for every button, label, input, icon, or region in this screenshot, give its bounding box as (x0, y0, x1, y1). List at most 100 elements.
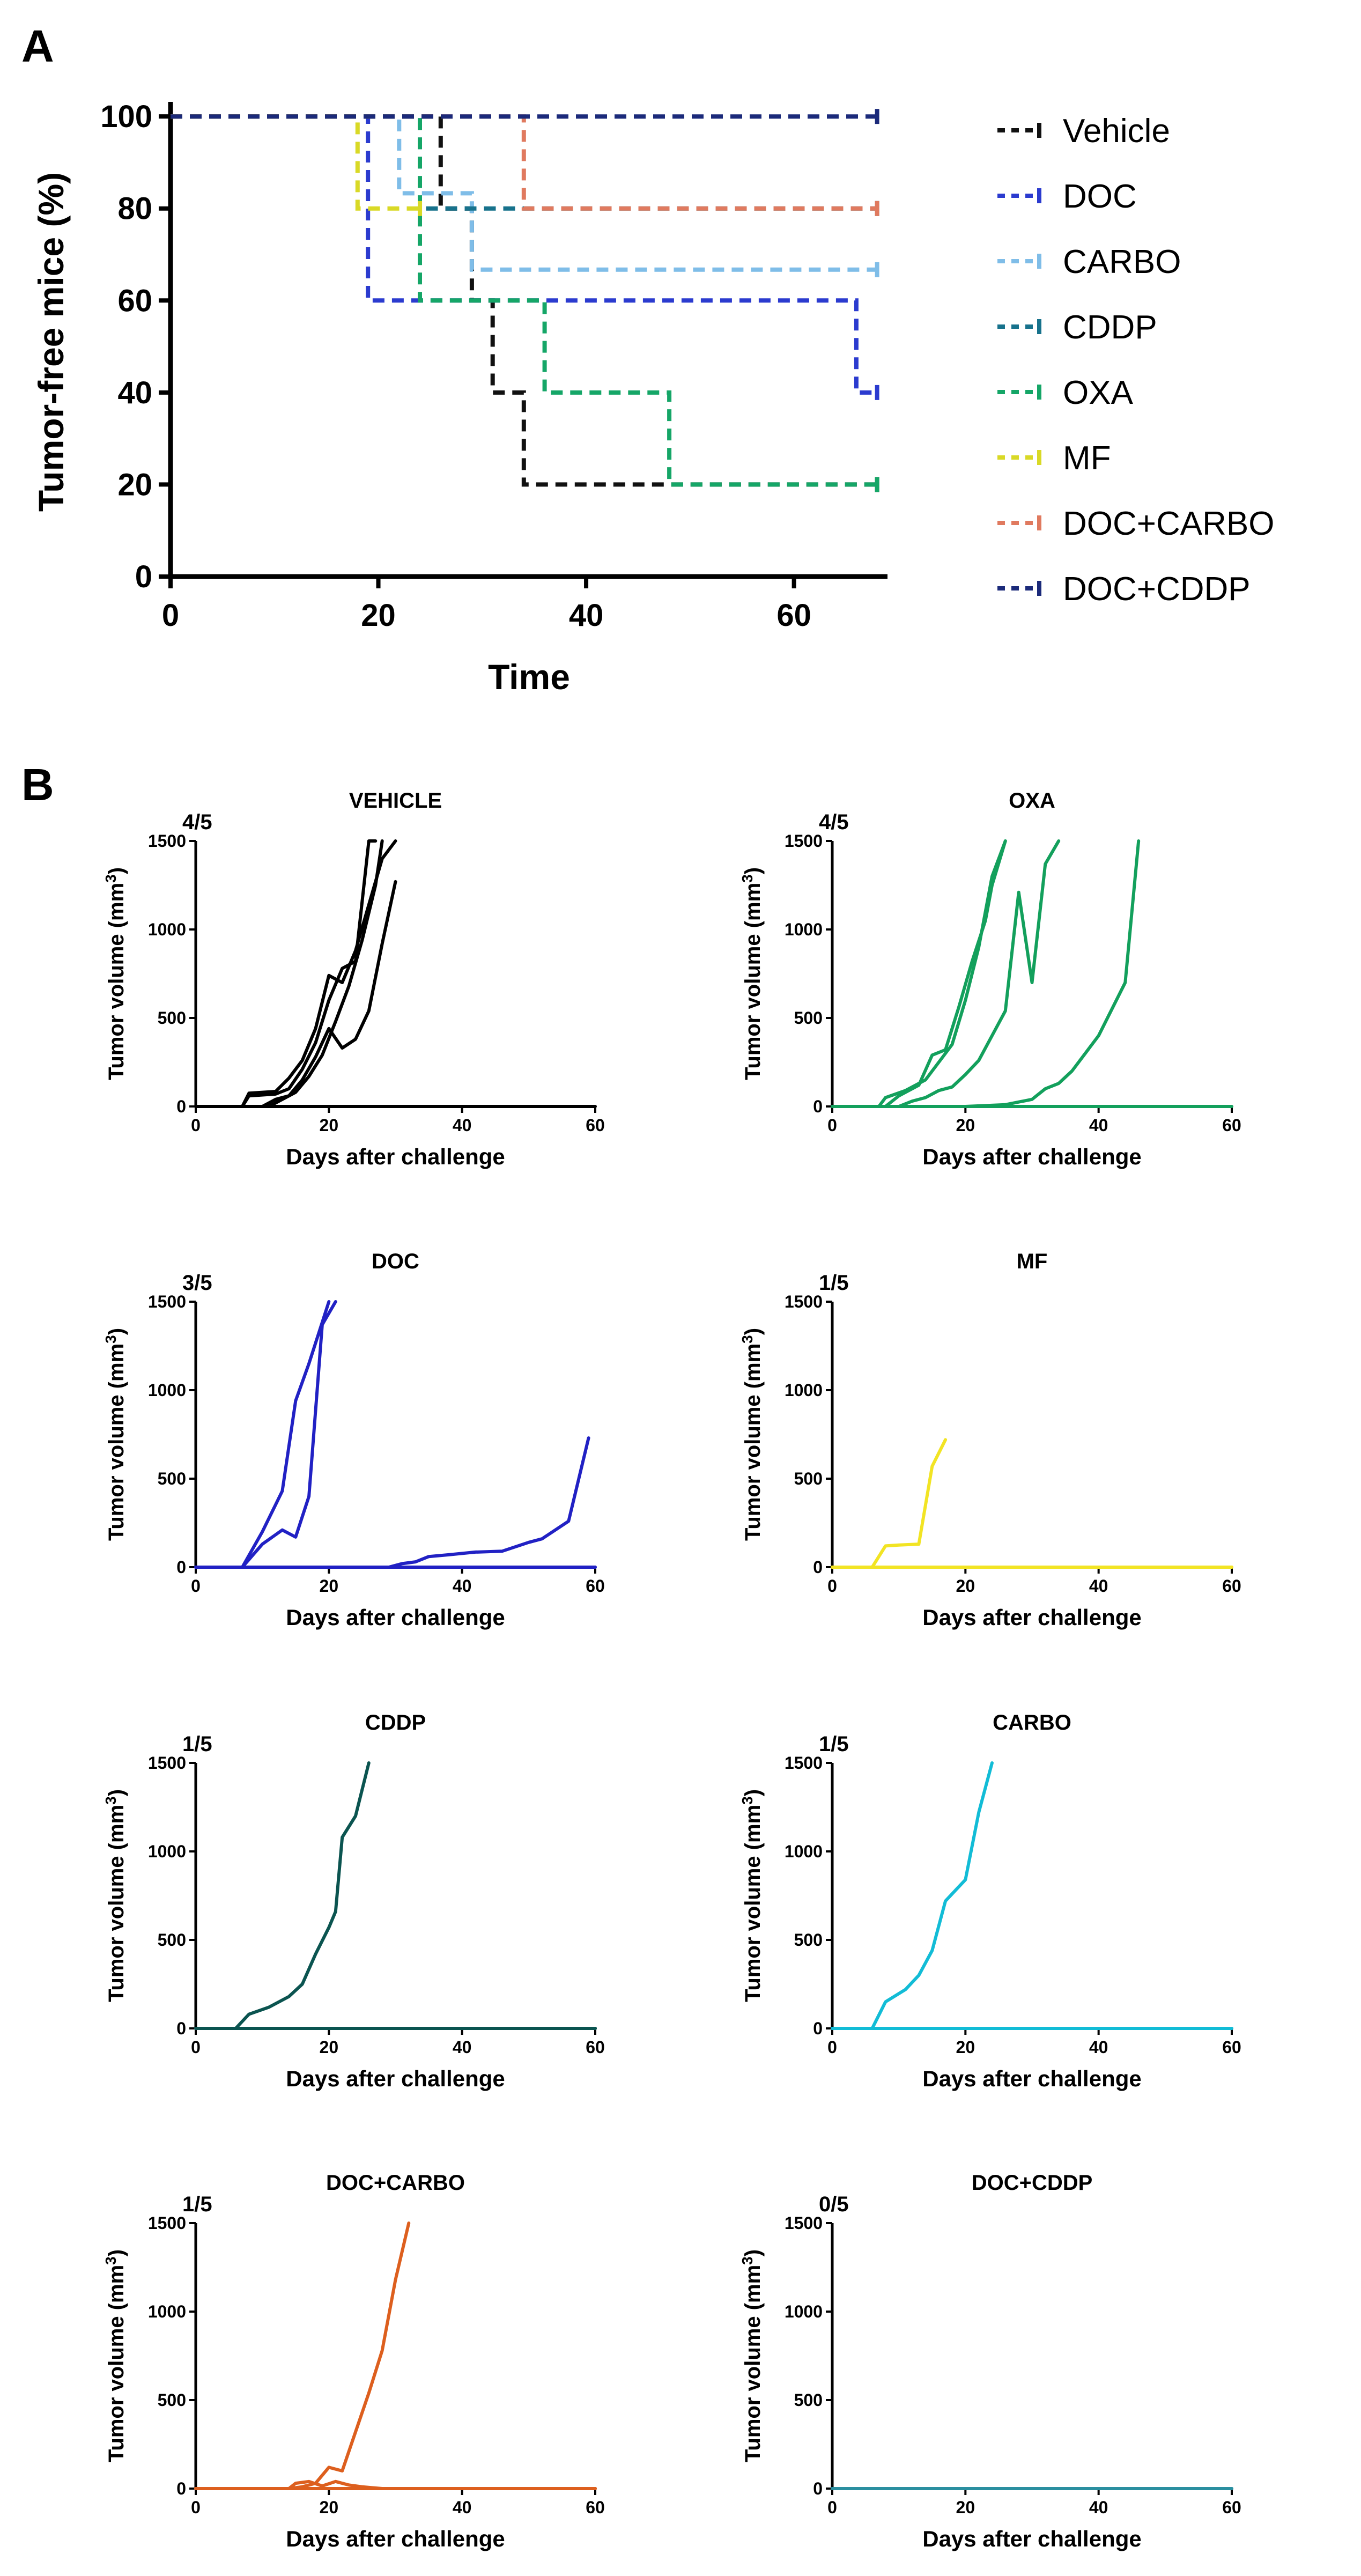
tumor-count-label: 1/5 (182, 2193, 212, 2216)
x-tick-label: 20 (320, 2038, 339, 2057)
y-tick-label: 0 (176, 1097, 186, 1116)
mouse-2-line (831, 839, 1007, 1108)
x-tick-label: 20 (361, 598, 396, 633)
mouse-1-line (194, 1761, 371, 2030)
x-tick-label: 20 (956, 2498, 975, 2517)
series-oxa-line (171, 114, 877, 487)
x-tick-label: 60 (586, 2038, 605, 2057)
y-tick-label: 1500 (785, 1753, 823, 1773)
y-tick-label: 1000 (148, 1842, 186, 1861)
y-tick-label: 1500 (148, 1753, 186, 1773)
chart-title: DOC+CARBO (326, 2171, 465, 2195)
y-axis-title: Tumor-free mice (%) (31, 172, 71, 512)
x-tick-label: 0 (827, 1576, 837, 1596)
x-tick-label: 0 (191, 2498, 201, 2517)
x-axis-title: Days after challenge (922, 2066, 1142, 2091)
tumor-count-label: 4/5 (819, 810, 849, 834)
x-tick-label: 0 (827, 2498, 837, 2517)
y-tick-label: 0 (176, 1558, 186, 1577)
legend-label: CDDP (1063, 309, 1157, 346)
y-tick-label: 1000 (785, 2302, 823, 2321)
legend-label: DOC+CDDP (1063, 571, 1251, 608)
mouse-2-line (194, 839, 397, 1108)
y-tick-label: 60 (117, 283, 152, 318)
y-axis-title-superscript: 3 (739, 1796, 756, 1805)
y-axis-title-main: Tumor volume (mm (741, 883, 765, 1080)
legend-label: CARBO (1063, 243, 1181, 281)
tumor-chart-doc: DOC 3/5 0 500 1000 1500 0 20 40 60 Days after chal… (102, 1250, 605, 1630)
x-tick-label: 40 (453, 2038, 472, 2057)
x-tick-label: 20 (956, 2038, 975, 2057)
y-tick-label: 500 (794, 1469, 823, 1488)
y-tick-label: 0 (813, 1558, 823, 1577)
x-axis-title: Time (488, 657, 570, 697)
y-tick-label: 1500 (785, 2213, 823, 2233)
x-tick-label: 40 (453, 1116, 472, 1135)
series-vehicle-line (171, 114, 877, 487)
legend-label: OXA (1063, 374, 1134, 411)
y-tick-label: 0 (176, 2479, 186, 2498)
mouse-4-line (194, 839, 384, 1108)
y-axis-title-superscript: 3 (739, 1335, 756, 1344)
y-axis-title-superscript: 3 (739, 2256, 756, 2265)
mouse-1-line (831, 1438, 948, 1569)
y-axis-title: Tumor volume (mm3) (739, 1789, 765, 2002)
mouse-3-line (831, 839, 1061, 1108)
x-tick-label: 0 (191, 1116, 201, 1135)
y-axis-title: Tumor volume (mm3) (102, 1789, 128, 2002)
x-tick-label: 0 (191, 1576, 201, 1596)
y-tick-label: 100 (100, 99, 152, 134)
x-axis-title: Days after challenge (922, 2526, 1142, 2551)
y-axis-title: Tumor volume (mm3) (739, 1328, 765, 1541)
panel-label-a: A (21, 21, 54, 71)
x-tick-label: 20 (320, 1116, 339, 1135)
legend-label: DOC+CARBO (1063, 505, 1274, 542)
mouse-3-line (194, 880, 397, 1108)
tumor-chart-mf: MF 1/5 0 500 1000 1500 0 20 40 60 Days after chall… (739, 1250, 1241, 1630)
x-axis-title: Days after challenge (922, 1605, 1142, 1630)
chart-title: CDDP (365, 1711, 426, 1734)
y-tick-label: 500 (794, 2390, 823, 2410)
y-tick-label: 1500 (148, 1292, 186, 1311)
y-tick-label: 1000 (148, 920, 186, 939)
y-axis-title-end: ) (105, 1328, 128, 1335)
x-axis-title: Days after challenge (286, 2526, 505, 2551)
chart-title: OXA (1009, 789, 1055, 813)
x-tick-label: 40 (1089, 1576, 1108, 1596)
mouse-4-line (831, 839, 1141, 1108)
y-axis-title-superscript: 3 (102, 874, 119, 883)
chart-title: DOC+CDDP (972, 2171, 1093, 2195)
tumor-count-label: 0/5 (819, 2193, 849, 2216)
y-tick-label: 500 (158, 2390, 186, 2410)
y-axis-title-superscript: 3 (102, 1335, 119, 1344)
y-axis-title-main: Tumor volume (mm (105, 1805, 128, 2002)
y-axis-title: Tumor volume (mm3) (102, 867, 128, 1080)
x-tick-label: 40 (1089, 2498, 1108, 2517)
tumor-growth-grid: VEHICLE 4/5 0 500 1000 1500 0 20 40 60 Days after … (102, 789, 1241, 2551)
x-tick-label: 40 (1089, 2038, 1108, 2057)
y-tick-label: 1000 (785, 920, 823, 939)
y-axis-title-superscript: 3 (102, 2256, 119, 2265)
y-axis-title-end: ) (741, 1789, 765, 1796)
x-tick-label: 20 (956, 1116, 975, 1135)
tumor-chart-doc-cddp: DOC+CDDP 0/5 0 500 1000 1500 0 20 40 60 Days after… (739, 2171, 1241, 2551)
y-axis-title: Tumor volume (mm3) (102, 1328, 128, 1541)
x-tick-label: 40 (1089, 1116, 1108, 1135)
x-tick-label: 60 (1222, 2498, 1241, 2517)
x-axis-title: Days after challenge (286, 1605, 505, 1630)
y-tick-label: 500 (158, 1008, 186, 1028)
x-tick-label: 0 (191, 2038, 201, 2057)
y-tick-label: 1000 (785, 1381, 823, 1400)
y-axis-title-end: ) (105, 867, 128, 874)
x-tick-label: 20 (956, 1576, 975, 1596)
y-tick-label: 1500 (785, 831, 823, 851)
y-tick-label: 80 (117, 191, 152, 226)
x-tick-label: 60 (1222, 1116, 1241, 1135)
y-tick-label: 1000 (148, 1381, 186, 1400)
legend-label: DOC (1063, 178, 1137, 215)
series-mf-line (171, 114, 420, 211)
tumor-count-label: 1/5 (819, 1732, 849, 1756)
y-axis-title: Tumor volume (mm3) (102, 2249, 128, 2462)
tumor-chart-carbo: CARBO 1/5 0 500 1000 1500 0 20 40 60 Days after ch… (739, 1711, 1241, 2091)
